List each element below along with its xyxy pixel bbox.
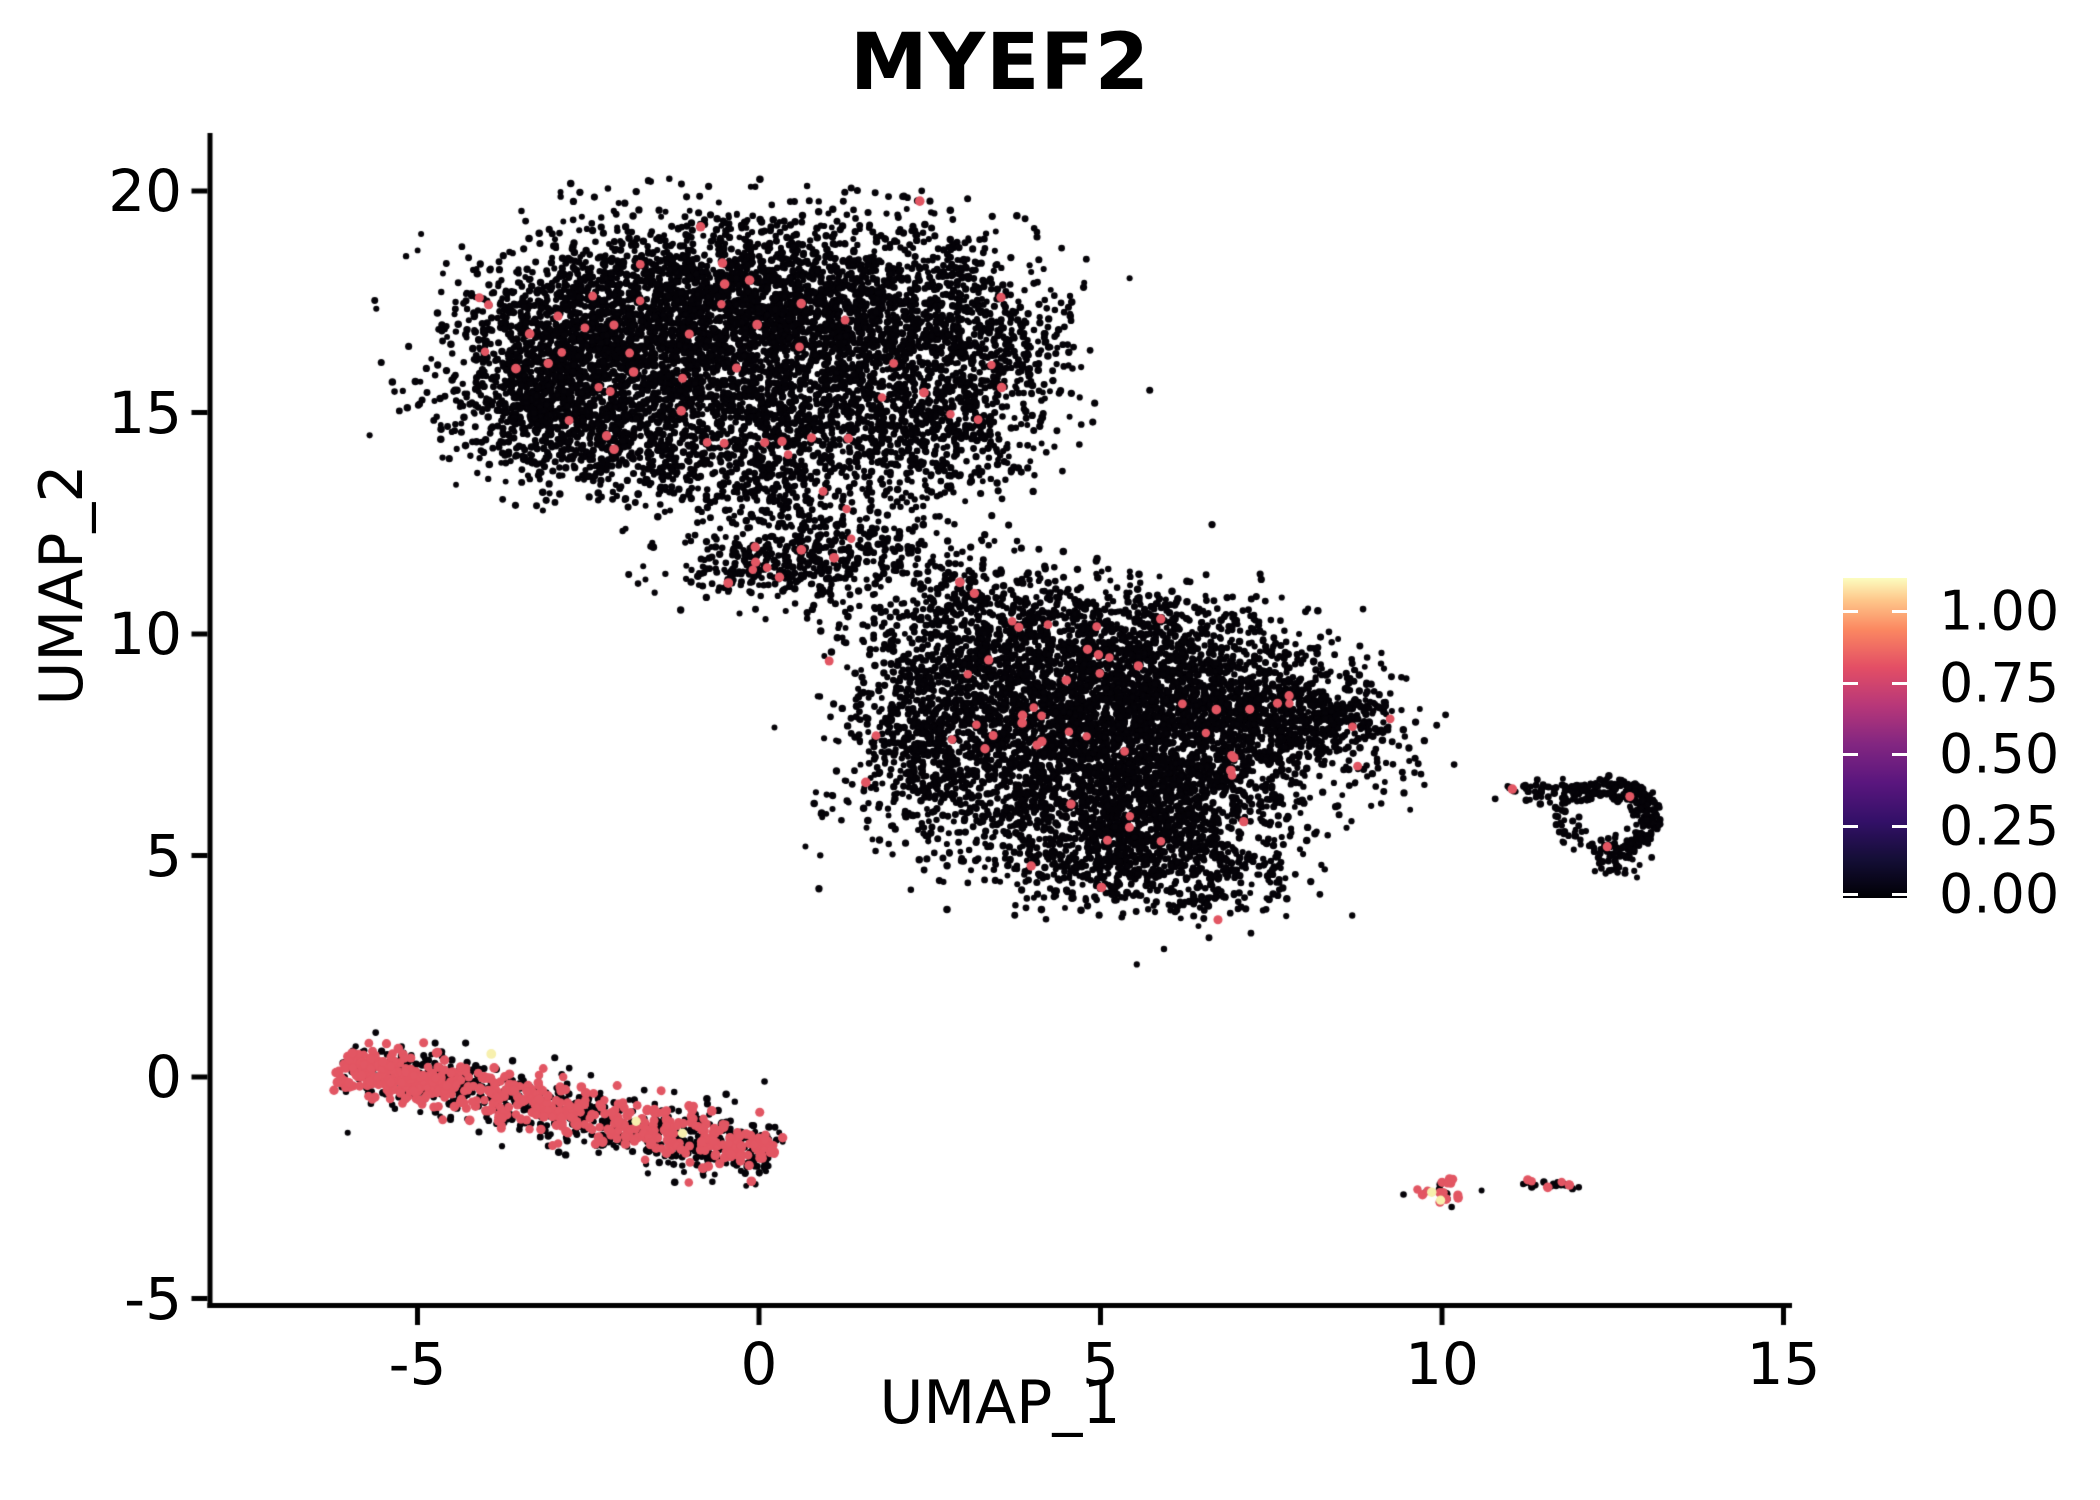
colorbar-tick xyxy=(1843,610,1858,613)
y-tick-label: 5 xyxy=(145,821,182,890)
y-tick-label: 15 xyxy=(108,378,182,447)
colorbar-tick-label: 0.75 xyxy=(1939,651,2060,714)
x-tick-label: 0 xyxy=(740,1330,778,1398)
y-tick-label: 20 xyxy=(108,157,182,225)
x-tick-label: 5 xyxy=(1082,1330,1119,1398)
colorbar xyxy=(1843,578,1907,898)
colorbar-tick xyxy=(1892,824,1907,828)
colorbar-tick xyxy=(1843,681,1858,685)
colorbar-tick-label: 1.00 xyxy=(1939,579,2060,643)
x-tick-label: 10 xyxy=(1405,1330,1479,1398)
colorbar-tick xyxy=(1843,753,1858,756)
y-tick-label: 10 xyxy=(108,600,182,668)
colorbar-tick xyxy=(1843,893,1858,896)
colorbar-tick xyxy=(1892,610,1907,613)
colorbar-tick-label: 0.25 xyxy=(1939,794,2060,857)
colorbar-tick xyxy=(1892,753,1907,756)
colorbar-tick xyxy=(1892,681,1907,685)
x-tick-label: 15 xyxy=(1746,1330,1821,1398)
y-axis-title: UMAP_2 xyxy=(27,464,97,706)
colorbar-tick-label: 0.00 xyxy=(1939,862,2060,926)
colorbar-tick xyxy=(1843,824,1858,828)
colorbar-gradient xyxy=(1843,578,1907,898)
y-tick-label: 0 xyxy=(145,1043,182,1111)
colorbar-tick-label: 0.50 xyxy=(1939,722,2060,786)
x-tick-label: -5 xyxy=(388,1330,447,1398)
y-tick-label: -5 xyxy=(124,1264,182,1333)
colorbar-tick xyxy=(1892,893,1907,896)
page-title: MYEF2 xyxy=(850,18,1150,108)
x-axis-title: UMAP_1 xyxy=(879,1368,1121,1438)
